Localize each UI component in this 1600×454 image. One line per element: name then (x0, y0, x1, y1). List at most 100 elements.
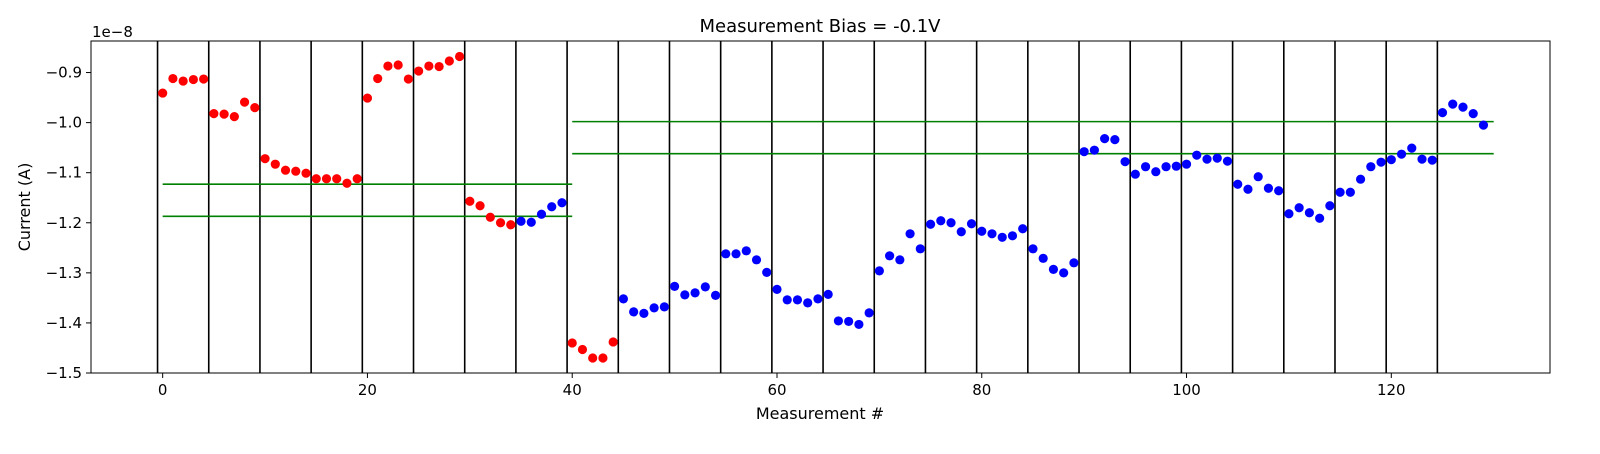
data-point-s1-89 (1069, 258, 1079, 268)
data-point-s1-52 (690, 288, 700, 298)
data-point-s1-53 (700, 282, 710, 292)
data-point-s1-91 (1089, 145, 1099, 155)
data-point-s1-112 (1304, 208, 1314, 218)
data-point-s1-122 (1407, 143, 1417, 153)
data-point-s1-56 (731, 249, 741, 259)
data-point-s1-82 (997, 232, 1007, 242)
data-point-s0-20 (362, 93, 373, 103)
data-point-s1-63 (803, 298, 813, 308)
data-point-s1-58 (751, 255, 762, 265)
data-point-s1-59 (762, 267, 772, 277)
data-point-s1-76 (936, 216, 946, 226)
data-point-s1-73 (905, 229, 915, 239)
x-tick-label-0: 0 (158, 381, 168, 399)
data-point-s0-24 (403, 74, 413, 84)
data-point-s0-26 (424, 61, 434, 71)
data-point-s0-18 (342, 178, 352, 188)
x-tick-label-1: 20 (358, 381, 377, 399)
data-point-s1-114 (1325, 201, 1335, 211)
data-point-s1-113 (1315, 213, 1325, 223)
data-point-s1-105 (1233, 179, 1243, 189)
data-point-s0-17 (332, 174, 342, 184)
data-point-s1-65 (823, 289, 833, 299)
data-point-s1-115 (1335, 187, 1345, 197)
data-point-s1-75 (925, 219, 936, 229)
data-point-s0-5 (209, 109, 219, 119)
data-point-s1-77 (946, 218, 956, 228)
data-point-s1-110 (1284, 209, 1294, 219)
data-point-s0-42 (588, 353, 598, 363)
data-point-s1-85 (1028, 244, 1038, 254)
data-point-s1-123 (1417, 154, 1427, 164)
data-point-s0-10 (260, 154, 270, 164)
data-point-s0-1 (168, 73, 178, 84)
data-point-s1-101 (1192, 150, 1202, 160)
data-point-s0-9 (250, 103, 260, 113)
data-point-s1-87 (1048, 264, 1059, 274)
data-point-s0-11 (270, 159, 280, 169)
chart-title: Measurement Bias = -0.1V (699, 16, 941, 37)
data-point-s1-117 (1355, 174, 1366, 184)
data-point-s1-124 (1427, 155, 1437, 165)
data-point-s0-21 (373, 73, 383, 84)
data-point-s1-72 (895, 255, 905, 265)
data-point-s1-84 (1018, 224, 1028, 234)
data-point-s0-12 (280, 165, 291, 175)
y-tick-label-1: −1.4 (46, 314, 82, 332)
data-point-s0-44 (608, 337, 618, 347)
data-point-s0-23 (393, 60, 403, 70)
data-point-s0-4 (199, 74, 209, 84)
data-point-s1-93 (1110, 135, 1120, 145)
data-point-s1-62 (792, 295, 803, 305)
data-point-s1-69 (864, 308, 874, 318)
data-point-s1-95 (1130, 169, 1140, 179)
data-point-s1-108 (1263, 183, 1274, 193)
data-point-s1-111 (1294, 203, 1304, 213)
data-point-s1-60 (772, 284, 782, 294)
y-tick-label-0: −1.5 (46, 364, 82, 382)
data-point-s1-70 (874, 266, 884, 276)
data-point-s1-128 (1468, 109, 1478, 119)
data-point-s0-14 (301, 168, 311, 178)
data-point-s1-47 (639, 308, 649, 319)
data-point-s1-37 (536, 209, 547, 219)
data-point-s1-106 (1243, 184, 1253, 194)
data-point-s1-38 (547, 202, 557, 212)
data-point-s1-66 (833, 316, 844, 326)
data-point-s1-68 (854, 319, 864, 330)
y-tick-label-4: −1.1 (46, 164, 82, 182)
data-point-s0-13 (291, 166, 301, 176)
data-point-s1-100 (1181, 159, 1192, 169)
data-point-s1-45 (618, 294, 629, 304)
x-tick-label-5: 100 (1172, 381, 1201, 399)
data-point-s1-125 (1437, 108, 1448, 118)
data-point-s1-35 (516, 216, 526, 226)
data-point-s1-51 (680, 290, 690, 300)
data-point-s1-88 (1059, 268, 1069, 278)
data-point-s0-6 (219, 109, 229, 119)
data-point-s1-118 (1366, 162, 1376, 172)
data-point-s1-36 (526, 217, 536, 227)
plot-area: 0 20 40 60 80 100 120 −1.5 −1.4 −1.3 −1.2 −1.1 −1.0 −… (46, 40, 1551, 399)
y-axis-offset-label: 1e−8 (92, 23, 133, 41)
data-point-s1-64 (813, 294, 823, 304)
data-point-s1-49 (659, 302, 669, 312)
data-point-s1-98 (1161, 162, 1171, 172)
data-point-s1-92 (1100, 134, 1110, 144)
data-point-s1-104 (1222, 156, 1233, 166)
data-point-s1-39 (557, 198, 567, 208)
data-point-s1-46 (629, 307, 639, 317)
data-point-s1-48 (649, 303, 659, 313)
data-point-s1-50 (670, 281, 680, 291)
data-point-s1-121 (1396, 149, 1407, 159)
data-point-s1-109 (1274, 186, 1284, 196)
data-point-s0-34 (506, 220, 516, 230)
data-point-s0-30 (465, 196, 475, 206)
data-point-s1-116 (1345, 187, 1355, 197)
data-point-s1-103 (1212, 153, 1222, 163)
y-tick-label-6: −0.9 (46, 64, 82, 82)
data-point-s0-40 (567, 338, 577, 348)
data-point-s0-7 (229, 112, 239, 122)
